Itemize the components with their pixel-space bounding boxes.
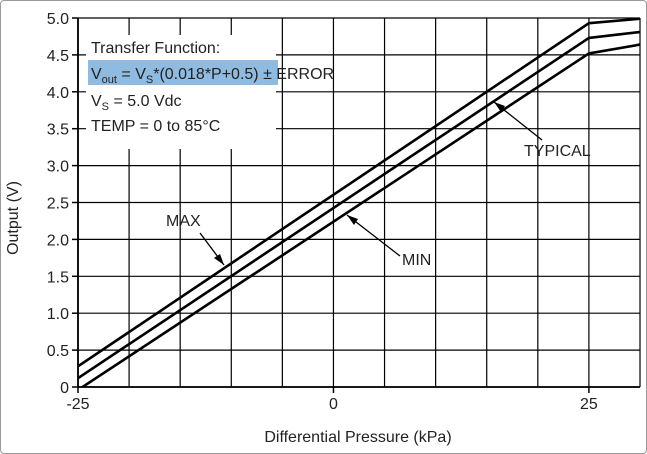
axes — [72, 17, 640, 393]
y-tick-label: 4.0 — [47, 85, 69, 102]
typical-label: TYPICAL — [524, 143, 591, 160]
y-tick-label: 4.5 — [47, 48, 69, 65]
legend-line1: Transfer Function: — [91, 40, 220, 57]
min-arrowhead — [347, 215, 358, 225]
y-tick-label: 3.0 — [47, 159, 69, 176]
max-label: MAX — [166, 213, 201, 230]
legend-line2: Vout = VS*(0.018*P+0.5) ± ERROR — [91, 66, 334, 86]
legend-box-background — [86, 35, 276, 149]
y-tick-label: 0 — [60, 380, 69, 397]
y-tick-label: 5.0 — [47, 11, 69, 28]
series-lines — [78, 18, 640, 387]
y-tick-label: 1.5 — [47, 269, 69, 286]
x-tick-label: 25 — [580, 396, 598, 413]
x-tick-labels: -25 0 25 — [66, 396, 597, 413]
y-tick-label: 0.5 — [47, 343, 69, 360]
y-tick-label: 2.0 — [47, 232, 69, 249]
series-line-typical — [78, 30, 640, 380]
typical-arrowhead — [494, 102, 505, 112]
y-tick-labels: 0 0.5 1.0 1.5 2.0 2.5 3.0 3.5 4.0 4.5 5.0 — [47, 11, 69, 397]
transfer-function-box: Transfer Function: Vout = VS*(0.018*P+0.… — [86, 35, 334, 149]
formula-highlight — [88, 60, 278, 85]
series-line-max — [78, 18, 640, 368]
legend-line3: VS = 5.0 Vdc — [91, 93, 182, 113]
max-arrowhead — [214, 254, 224, 265]
x-tick-label: 0 — [329, 396, 338, 413]
y-tick-label: 2.5 — [47, 196, 69, 213]
y-tick-label: 3.5 — [47, 122, 69, 139]
x-tick-label: -25 — [66, 396, 89, 413]
min-label: MIN — [402, 252, 431, 269]
x-axis-title: Differential Pressure (kPa) — [264, 429, 451, 446]
series-line-min — [80, 43, 640, 387]
y-tick-label: 1.0 — [47, 306, 69, 323]
y-axis-title: Output (V) — [5, 181, 22, 255]
legend-line4: TEMP = 0 to 85°C — [91, 118, 220, 135]
